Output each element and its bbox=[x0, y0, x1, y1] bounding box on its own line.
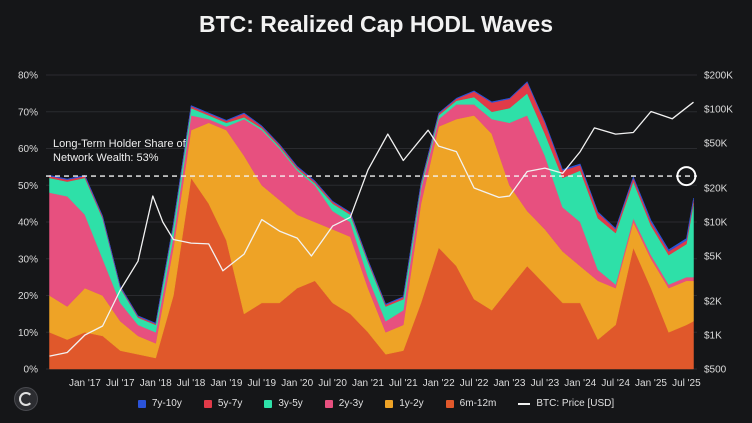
x-tick-label: Jan '18 bbox=[140, 378, 172, 389]
x-tick-label: Jul '23 bbox=[531, 378, 560, 389]
x-tick-label: Jul '24 bbox=[601, 378, 630, 389]
y-right-tick-label: $5K bbox=[704, 252, 722, 263]
y-right-tick-label: $100K bbox=[704, 105, 733, 116]
legend-item: 1y-2y bbox=[385, 398, 424, 409]
x-tick-label: Jan '23 bbox=[494, 378, 526, 389]
y-left-tick-label: 0% bbox=[24, 365, 39, 376]
x-tick-label: Jul '20 bbox=[318, 378, 347, 389]
legend-item: 7y-10y bbox=[137, 398, 182, 409]
y-right-tick-label: $10K bbox=[704, 218, 728, 229]
x-tick-label: Jul '22 bbox=[460, 378, 489, 389]
y-left-tick-label: 30% bbox=[18, 254, 38, 265]
x-tick-label: Jul '18 bbox=[177, 378, 206, 389]
highlight-circle bbox=[676, 166, 697, 187]
legend-item: 5y-7y bbox=[203, 398, 243, 409]
x-tick-label: Jul '25 bbox=[672, 378, 701, 389]
y-left-tick-label: 50% bbox=[18, 181, 38, 192]
legend-swatch bbox=[324, 399, 333, 408]
legend-label: BTC: Price [USD] bbox=[536, 398, 615, 409]
chart-title: BTC: Realized Cap HODL Waves bbox=[198, 11, 554, 37]
series-area-7y-10y bbox=[49, 81, 694, 325]
legend-label: 1y-2y bbox=[399, 398, 424, 409]
legend-swatch bbox=[264, 399, 273, 408]
legend-label: 6m-12m bbox=[459, 398, 497, 409]
x-tick-label: Jan '22 bbox=[423, 378, 455, 389]
x-tick-label: Jan '25 bbox=[635, 378, 667, 389]
y-left-tick-label: 40% bbox=[18, 218, 38, 229]
y-left-tick-label: 70% bbox=[18, 107, 38, 118]
chart-annotation: Long-Term Holder Share of Network Wealth… bbox=[53, 138, 186, 164]
x-tick-label: Jan '24 bbox=[564, 378, 596, 389]
legend-swatch bbox=[203, 399, 212, 408]
legend-swatch bbox=[137, 399, 146, 408]
legend-item: BTC: Price [USD] bbox=[518, 398, 614, 409]
y-right-tick-label: $50K bbox=[704, 139, 728, 150]
x-tick-label: Jul '19 bbox=[248, 378, 277, 389]
y-right-tick-label: $1K bbox=[704, 330, 722, 341]
legend-item: 2y-3y bbox=[324, 398, 364, 409]
x-tick-label: Jan '21 bbox=[352, 378, 384, 389]
x-tick-label: Jul '17 bbox=[106, 378, 135, 389]
legend-item: 6m-12m bbox=[445, 398, 497, 409]
glassnode-logo-icon bbox=[14, 387, 38, 411]
legend-label: 2y-3y bbox=[338, 398, 364, 409]
legend-item: 3y-5y bbox=[264, 398, 303, 409]
chart-legend: 7y-10y 5y-7y 3y-5y 2y-3y 1y-2y 6m-12m BTC: Pri… bbox=[0, 398, 752, 409]
legend-label: 3y-5y bbox=[278, 398, 303, 409]
legend-label: 7y-10y bbox=[151, 398, 182, 409]
x-tick-label: Jan '19 bbox=[210, 378, 242, 389]
y-left-tick-label: 20% bbox=[18, 291, 38, 302]
x-tick-label: Jan '20 bbox=[281, 378, 313, 389]
y-right-tick-label: $200K bbox=[704, 71, 733, 82]
y-left-tick-label: 60% bbox=[18, 144, 38, 155]
y-right-tick-label: $20K bbox=[704, 183, 728, 194]
legend-swatch bbox=[385, 399, 394, 408]
y-right-tick-label: $2K bbox=[704, 296, 722, 307]
legend-swatch bbox=[445, 399, 454, 408]
legend-label: 5y-7y bbox=[217, 398, 243, 409]
price-line bbox=[49, 101, 694, 357]
legend-line-swatch bbox=[518, 402, 531, 405]
y-left-tick-label: 10% bbox=[18, 328, 38, 339]
y-right-tick-label: $500 bbox=[704, 365, 727, 376]
y-left-tick-label: 80% bbox=[18, 71, 38, 82]
x-tick-label: Jan '17 bbox=[69, 378, 101, 389]
x-tick-label: Jul '21 bbox=[389, 378, 418, 389]
